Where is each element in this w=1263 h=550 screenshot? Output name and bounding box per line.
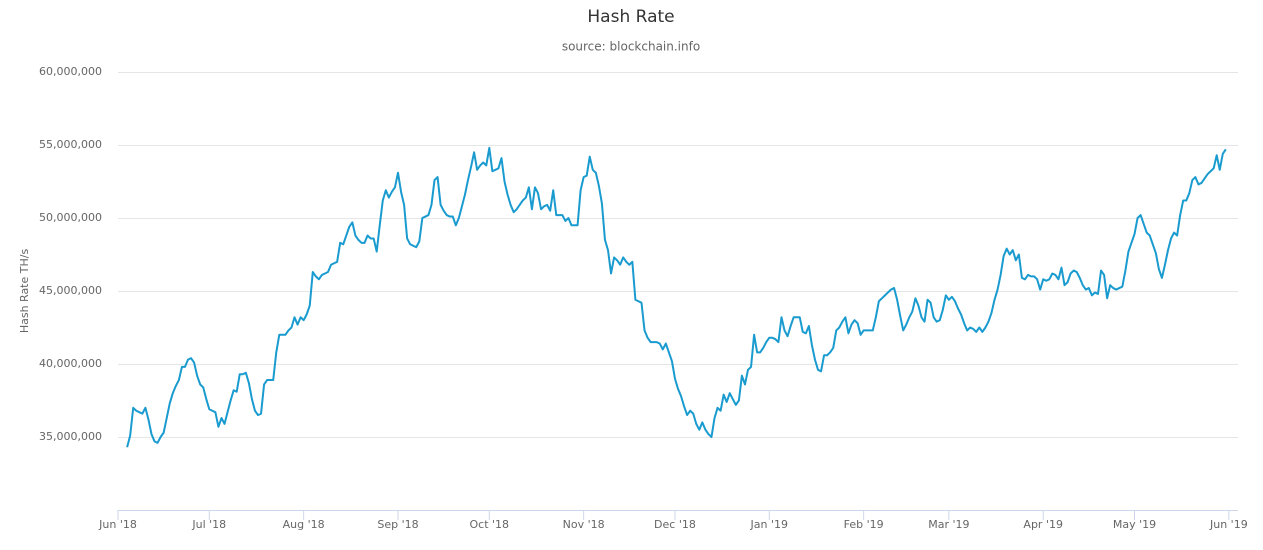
x-tick-label: Jun '19 [1209, 518, 1248, 531]
y-tick-label: 40,000,000 [39, 357, 102, 370]
x-tick-label: Oct '18 [470, 518, 510, 531]
x-tick-label: Aug '18 [283, 518, 325, 531]
y-tick-label: 35,000,000 [39, 430, 102, 443]
x-tick-label: Dec '18 [654, 518, 696, 531]
x-tick-label: Apr '19 [1023, 518, 1063, 531]
y-tick-label: 50,000,000 [39, 211, 102, 224]
x-tick-label: Jan '19 [750, 518, 788, 531]
data-line [126, 146, 1227, 448]
x-tick-label: Sep '18 [377, 518, 418, 531]
x-tick-label: May '19 [1113, 518, 1156, 531]
x-tick-label: Jun '18 [98, 518, 137, 531]
x-tick-label: Nov '18 [563, 518, 605, 531]
x-tick-label: Feb '19 [844, 518, 884, 531]
y-tick-label: 55,000,000 [39, 138, 102, 151]
chart-subtitle: source: blockchain.info [562, 40, 700, 54]
x-tick-label: Jul '18 [191, 518, 226, 531]
y-tick-label: 60,000,000 [39, 65, 102, 78]
x-tick-label: Mar '19 [928, 518, 969, 531]
y-tick-label: 45,000,000 [39, 284, 102, 297]
y-axis-title: Hash Rate TH/s [18, 249, 31, 334]
chart-title: Hash Rate [587, 7, 674, 27]
